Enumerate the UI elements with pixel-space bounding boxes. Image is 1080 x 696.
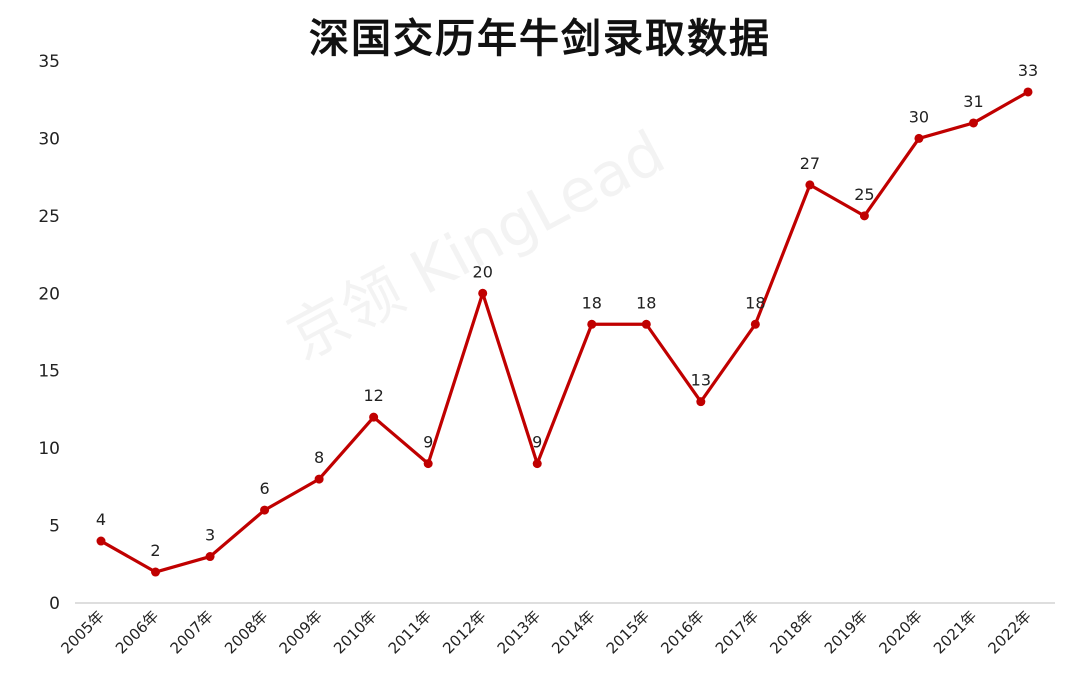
data-label: 33 [1018, 61, 1038, 80]
x-tick-label: 2011年 [385, 607, 435, 657]
data-label: 30 [909, 107, 929, 126]
data-point [587, 319, 597, 329]
x-tick-label: 2019年 [821, 607, 871, 657]
chart-title: 深国交历年牛剑录取数据 [309, 16, 771, 62]
data-point [423, 459, 433, 469]
data-label: 6 [259, 479, 269, 498]
data-point [805, 180, 815, 190]
data-point [205, 552, 215, 562]
y-tick-label: 10 [38, 439, 60, 459]
x-tick-label: 2009年 [276, 607, 326, 657]
x-tick-label: 2022年 [984, 607, 1034, 657]
x-tick-label: 2007年 [167, 607, 217, 657]
data-label: 8 [314, 448, 324, 467]
y-tick-label: 35 [38, 52, 60, 72]
x-tick-label: 2005年 [57, 607, 107, 657]
data-point [369, 412, 379, 422]
x-tick-label: 2013年 [494, 607, 544, 657]
data-point [151, 567, 161, 577]
x-tick-label: 2006年 [112, 607, 162, 657]
series-line [99, 90, 1030, 574]
data-point [532, 459, 542, 469]
data-label: 18 [745, 293, 765, 312]
data-point [696, 397, 706, 407]
data-point [750, 319, 760, 329]
data-label: 18 [636, 293, 656, 312]
data-label: 20 [473, 262, 493, 281]
x-tick-label: 2021年 [930, 607, 980, 657]
x-tick-label: 2020年 [875, 607, 925, 657]
data-label: 4 [96, 510, 106, 529]
x-tick-label: 2018年 [766, 607, 816, 657]
data-point [314, 474, 324, 484]
data-point [641, 319, 651, 329]
y-tick-label: 15 [38, 362, 60, 382]
y-tick-label: 5 [49, 517, 60, 537]
x-tick-label: 2017年 [712, 607, 762, 657]
data-point [859, 211, 869, 221]
data-label: 2 [150, 541, 160, 560]
y-tick-label: 20 [38, 284, 60, 304]
data-label: 31 [963, 92, 983, 111]
y-tick-label: 30 [38, 129, 60, 149]
data-label: 12 [363, 386, 383, 405]
data-point [1023, 87, 1033, 97]
data-label: 25 [854, 185, 874, 204]
data-point [478, 288, 488, 298]
data-label: 13 [691, 371, 711, 390]
data-label: 18 [582, 293, 602, 312]
x-tick-label: 2015年 [603, 607, 653, 657]
data-label: 9 [423, 433, 433, 452]
data-label: 27 [800, 154, 820, 173]
data-point [914, 133, 924, 143]
data-point [260, 505, 270, 515]
x-tick-label: 2010年 [330, 607, 380, 657]
x-tick-label: 2016年 [657, 607, 707, 657]
y-tick-label: 0 [49, 594, 60, 614]
x-tick-label: 2008年 [221, 607, 271, 657]
data-point [96, 536, 106, 546]
y-tick-label: 25 [38, 207, 60, 227]
data-label: 3 [205, 526, 215, 545]
x-tick-label: 2012年 [439, 607, 489, 657]
x-tick-label: 2014年 [548, 607, 598, 657]
data-point [968, 118, 978, 128]
data-label: 9 [532, 433, 542, 452]
